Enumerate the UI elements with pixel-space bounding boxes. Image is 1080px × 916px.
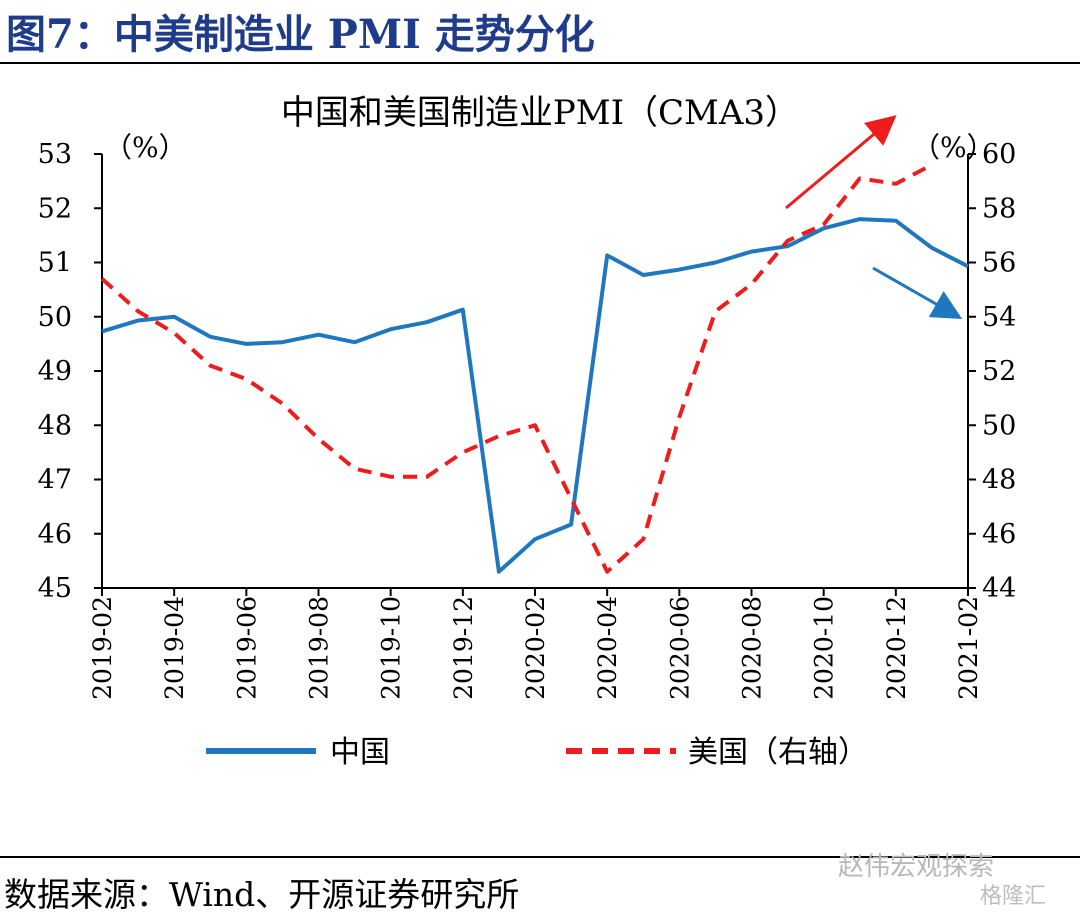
x-tick-label: 2020-02 — [521, 596, 550, 700]
chart-legend: 中国 美国（右轴） — [206, 735, 868, 770]
x-tick-label: 2020-12 — [882, 596, 911, 700]
legend-label-china: 中国 — [330, 735, 390, 770]
watermark-logo-text: 格隆汇 — [980, 884, 1047, 909]
series-line-us — [100, 163, 933, 574]
right-y-tick-label: 46 — [982, 519, 1016, 550]
x-tick-label: 2019-10 — [377, 596, 406, 700]
top-rule — [0, 62, 1080, 64]
right-y-tick-label: 54 — [982, 302, 1016, 333]
right-y-tick-label: 48 — [982, 465, 1016, 496]
right-y-tick-label: 60 — [982, 139, 1016, 170]
x-tick-label: 2019-12 — [449, 596, 478, 700]
x-tick-label: 2019-04 — [160, 596, 189, 700]
x-tick-label: 2020-08 — [738, 596, 767, 700]
x-tick-label: 2020-06 — [665, 596, 694, 700]
left-y-tick-label: 48 — [38, 410, 72, 441]
left-y-tick-label: 47 — [38, 465, 72, 496]
blue-trend-arrow — [872, 266, 963, 319]
right-y-tick-label: 44 — [982, 573, 1016, 604]
legend-label-us: 美国（右轴） — [688, 735, 868, 770]
source-note: 数据来源：Wind、开源证券研究所 — [4, 875, 520, 914]
x-tick-label: 2021-02 — [954, 596, 983, 700]
x-tick-label: 2020-04 — [593, 596, 622, 700]
series-line-china — [101, 217, 969, 574]
left-y-tick-label: 49 — [38, 356, 72, 387]
left-y-tick-label: 51 — [38, 248, 72, 279]
left-y-tick-label: 53 — [38, 139, 72, 170]
left-y-tick-label: 45 — [38, 573, 72, 604]
bottom-rule — [0, 856, 1080, 858]
red-trend-arrow — [785, 115, 897, 210]
chart-title: 中国和美国制造业PMI（CMA3） — [281, 93, 799, 133]
left-y-tick-label: 52 — [38, 193, 72, 224]
x-tick-label: 2019-08 — [305, 596, 334, 700]
x-tick-label: 2019-06 — [232, 596, 261, 700]
right-y-tick-label: 52 — [982, 356, 1016, 387]
right-y-tick-label: 50 — [982, 410, 1016, 441]
right-y-tick-label: 58 — [982, 193, 1016, 224]
pmi-line-chart: 中国和美国制造业PMI（CMA3） （%） （%） 45 46 47 48 49 50 51… — [38, 93, 1017, 770]
right-unit-label: （%） — [912, 131, 995, 164]
watermark-text: 赵伟宏观探索 — [838, 852, 995, 882]
left-unit-label: （%） — [104, 131, 187, 164]
figure-title: 图7：中美制造业 PMI 走势分化 — [6, 11, 595, 58]
left-y-tick-label: 46 — [38, 519, 72, 550]
left-y-tick-label: 50 — [38, 302, 72, 333]
x-tick-label: 2020-10 — [810, 596, 839, 700]
x-tick-label: 2019-02 — [88, 596, 117, 700]
right-y-tick-label: 56 — [982, 248, 1016, 279]
